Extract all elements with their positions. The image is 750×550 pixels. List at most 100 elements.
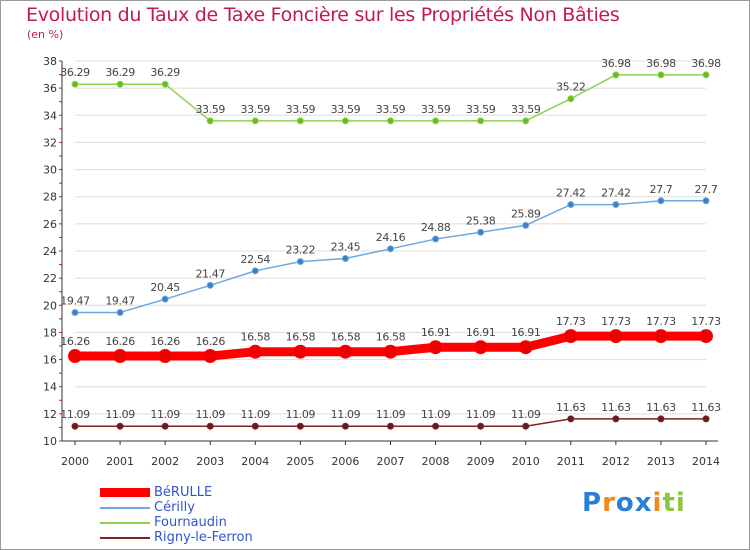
data-point-fournaudin [522,117,530,125]
data-point-berulle [563,329,578,344]
data-label-berulle: 16.58 [286,331,316,344]
x-tick-label: 2011 [557,455,585,468]
data-label-berulle: 16.91 [421,326,451,339]
x-tick-label: 2014 [692,455,720,468]
data-point-rigny [432,422,440,430]
legend-item-rigny[interactable]: Rigny-le-Ferron [100,530,253,545]
data-point-fournaudin [612,71,620,79]
data-point-rigny [206,422,214,430]
data-point-cerilly [567,201,575,209]
data-point-rigny [702,415,710,423]
legend-item-fournaudin[interactable]: Fournaudin [100,515,253,530]
data-point-cerilly [432,235,440,243]
x-tick-label: 2003 [196,455,224,468]
data-label-fournaudin: 33.59 [241,103,271,116]
data-label-berulle: 17.73 [646,315,676,328]
data-point-rigny [387,422,394,430]
data-point-cerilly [161,295,169,303]
data-label-fournaudin: 36.98 [691,57,721,70]
x-tick-label: 2008 [422,455,450,468]
data-label-cerilly: 22.54 [241,253,271,266]
data-point-berulle [518,340,533,355]
data-point-fournaudin [387,117,394,125]
y-tick-label: 10 [43,435,57,448]
x-tick-label: 2006 [331,455,359,468]
data-label-berulle: 16.91 [511,326,541,339]
legend-swatch-rigny [100,536,150,539]
data-label-fournaudin: 33.59 [421,103,451,116]
y-tick-label: 32 [43,136,57,149]
legend: BéRULLE Cérilly Fournaudin Rigny-le-Ferr… [100,485,253,545]
data-label-berulle: 16.26 [105,335,135,348]
x-tick-label: 2001 [106,455,134,468]
data-point-rigny [296,422,304,430]
data-point-berulle [383,344,398,359]
data-label-fournaudin: 36.29 [105,66,135,79]
data-label-berulle: 16.26 [60,335,90,348]
data-label-rigny: 11.09 [241,408,271,421]
data-point-berulle [608,329,623,344]
data-label-fournaudin: 33.59 [511,103,541,116]
data-point-cerilly [702,197,710,205]
data-label-fournaudin: 33.59 [466,103,496,116]
data-point-berulle [699,329,713,344]
data-label-cerilly: 19.47 [60,294,90,307]
data-label-rigny: 11.09 [286,408,316,421]
y-tick-label: 28 [43,191,57,204]
logo-letter: o [615,488,635,518]
x-tick-label: 2005 [286,455,314,468]
logo-letter: P [582,488,603,518]
y-tick-label: 16 [43,354,57,367]
data-point-fournaudin [657,71,665,79]
data-label-fournaudin: 36.29 [60,66,90,79]
data-point-cerilly [296,258,304,266]
data-labels: 36.29 36.29 36.29 33.59 33.59 33.59 33.59 33.59… [60,57,721,421]
x-tick-label: 2004 [241,455,269,468]
data-label-rigny: 11.63 [556,401,586,414]
data-label-cerilly: 25.89 [511,207,541,220]
data-label-cerilly: 20.45 [150,281,180,294]
data-point-berulle [428,340,443,355]
y-tick-label: 24 [43,245,57,258]
data-point-berulle [338,344,353,359]
data-point-fournaudin [116,80,124,88]
chart-unit-label: (en %) [27,28,64,41]
data-point-cerilly [612,201,620,209]
y-tick-label: 38 [43,55,57,68]
legend-swatch-cerilly [100,506,150,509]
legend-swatch-berulle [100,488,150,497]
data-point-berulle [473,340,488,355]
y-tick-label: 26 [43,218,57,231]
data-label-berulle: 16.58 [241,331,271,344]
data-label-cerilly: 27.42 [601,187,631,200]
legend-item-cerilly[interactable]: Cérilly [100,500,253,515]
y-tick-label: 12 [43,408,57,421]
data-point-rigny [612,415,620,423]
data-point-rigny [477,422,485,430]
y-tick-label: 30 [43,164,57,177]
proxiti-logo[interactable]: Proxiti [582,488,686,518]
y-tick-label: 22 [43,272,57,285]
data-label-berulle: 16.58 [376,331,406,344]
data-point-rigny [161,422,169,430]
data-label-cerilly: 27.7 [695,183,718,196]
data-label-cerilly: 27.7 [649,183,672,196]
data-point-cerilly [657,197,665,205]
x-tick-label: 2007 [377,455,405,468]
data-point-fournaudin [477,117,485,125]
data-label-fournaudin: 36.98 [601,57,631,70]
series-line-cerilly [74,200,707,314]
data-point-rigny [567,415,575,423]
data-point-fournaudin [71,80,79,88]
data-point-fournaudin [341,117,349,125]
data-label-fournaudin: 35.22 [556,81,586,94]
x-tick-label: 2012 [602,455,630,468]
data-point-fournaudin [206,117,214,125]
data-point-rigny [251,422,259,430]
data-label-rigny: 11.09 [195,408,225,421]
legend-item-berulle[interactable]: BéRULLE [100,485,253,500]
data-point-cerilly [206,281,214,289]
axes: 10 12 14 16 18 20 22 24 26 28 30 32 34 36 38 2000 2001 20… [43,55,720,468]
logo-letter: i [652,488,663,518]
